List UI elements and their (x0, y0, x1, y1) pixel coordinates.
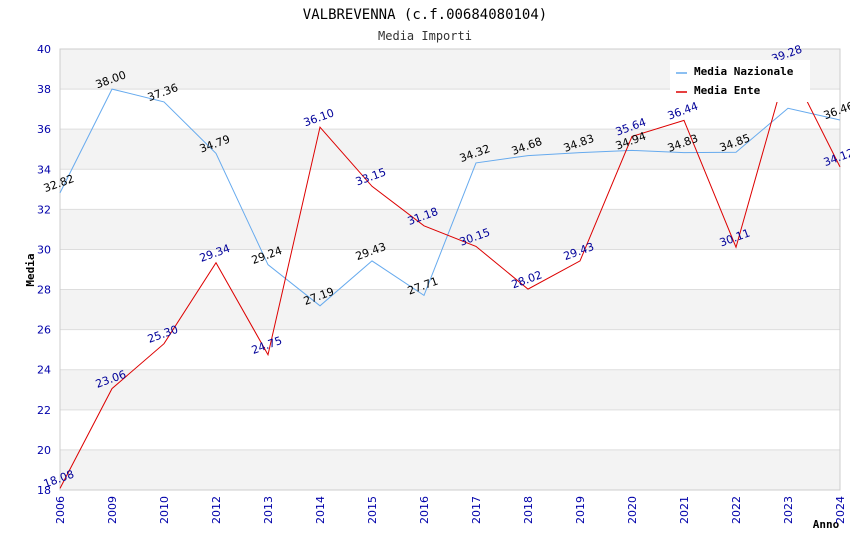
x-tick-label: 2017 (470, 496, 483, 524)
y-tick-label: 20 (37, 444, 51, 457)
y-tick-label: 36 (37, 123, 51, 136)
x-axis-ticks: 2006 2009 2010 2012 2013 2014 2015 2016 2017 2018… (54, 496, 847, 524)
legend-label-media-nazionale: Media Nazionale (694, 65, 794, 78)
grid-band (60, 129, 840, 170)
series-line-media-nazionale (59, 88, 841, 307)
x-tick-label: 2016 (418, 496, 431, 524)
y-tick-label: 26 (37, 324, 51, 337)
y-axis-label: Media (24, 253, 37, 286)
data-labels: 32.8238.0037.3634.7929.2427.1929.4327.71… (42, 43, 850, 491)
x-tick-label: 2023 (782, 496, 795, 524)
x-tick-label: 2020 (626, 496, 639, 524)
grid-band (60, 369, 840, 410)
legend: Media Nazionale Media Ente (670, 60, 810, 102)
y-tick-label: 22 (37, 404, 51, 417)
x-tick-label: 2013 (262, 496, 275, 524)
y-tick-label: 34 (37, 163, 51, 176)
x-tick-label: 2012 (210, 496, 223, 524)
plot-frame (59, 48, 841, 491)
x-tick-label: 2019 (574, 496, 587, 524)
x-tick-label: 2021 (678, 496, 691, 524)
x-tick-label: 2009 (106, 496, 119, 524)
legend-label-media-ente: Media Ente (694, 84, 761, 97)
y-tick-label: 30 (37, 243, 51, 256)
grid-band (60, 449, 840, 490)
y-tick-label: 38 (37, 83, 51, 96)
legend-background (670, 60, 810, 102)
series-lines (59, 62, 841, 489)
x-axis-label: Anno (813, 518, 840, 531)
y-tick-label: 24 (37, 364, 51, 377)
x-tick-label: 2018 (522, 496, 535, 524)
series-line-media-ente (59, 62, 841, 489)
x-tick-label: 2006 (54, 496, 67, 524)
y-tick-label: 18 (37, 484, 51, 497)
x-tick-label: 2015 (366, 496, 379, 524)
chart-title: VALBREVENNA (c.f.00684080104) (303, 7, 547, 23)
y-tick-label: 40 (37, 43, 51, 56)
x-tick-label: 2024 (834, 496, 847, 524)
chart-subtitle: Media Importi (378, 29, 472, 43)
x-tick-label: 2014 (314, 496, 327, 524)
y-tick-label: 32 (37, 203, 51, 216)
y-tick-label: 28 (37, 284, 51, 297)
grid-band (60, 289, 840, 330)
y-axis-ticks: 18 20 22 24 26 28 30 32 34 36 38 40 (37, 43, 51, 497)
x-tick-label: 2010 (158, 496, 171, 524)
data-label: 36.44 (666, 100, 700, 123)
x-tick-label: 2022 (730, 496, 743, 524)
data-label: 36.10 (302, 106, 336, 129)
